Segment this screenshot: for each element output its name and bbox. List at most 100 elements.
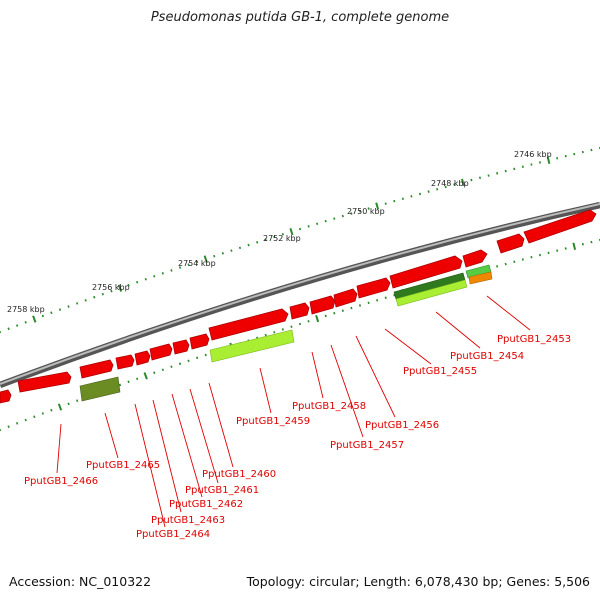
minor-tick <box>384 202 387 205</box>
minor-tick <box>15 422 19 425</box>
cds-feature[interactable] <box>149 343 173 361</box>
major-tick <box>375 202 380 210</box>
cds-feature[interactable] <box>115 354 135 370</box>
accession-text: Accession: NC_010322 <box>9 574 152 589</box>
minor-tick <box>93 295 96 299</box>
minor-tick <box>67 402 70 406</box>
major-tick <box>572 242 577 250</box>
minor-tick <box>470 178 473 182</box>
minor-tick <box>590 240 593 244</box>
minor-tick <box>161 272 164 275</box>
cds-feature[interactable] <box>289 302 310 320</box>
minor-tick <box>221 252 224 255</box>
map-title: Pseudomonas putida GB-1, complete genome <box>150 10 450 25</box>
minor-tick <box>530 163 533 166</box>
minor-tick <box>7 425 10 428</box>
cds-feature[interactable] <box>389 255 463 289</box>
minor-tick <box>290 325 293 329</box>
outer-scale-ticks <box>0 146 600 334</box>
minor-tick <box>504 262 507 266</box>
kbp-label: 2754 kbp <box>178 259 216 268</box>
minor-tick <box>538 253 542 257</box>
minor-tick <box>418 192 422 196</box>
minor-tick <box>487 174 490 177</box>
minor-tick <box>118 383 122 387</box>
gene-label: PputGB1_2464 <box>136 529 210 540</box>
label-leader-lines <box>56 295 531 528</box>
kbp-label: 2756 kbp <box>92 283 130 292</box>
minor-tick <box>281 328 284 331</box>
minor-tick <box>196 260 199 264</box>
cds-feature[interactable] <box>208 308 289 341</box>
cds-feature[interactable] <box>79 359 114 379</box>
minor-tick <box>33 415 36 419</box>
rna-feature[interactable] <box>79 376 121 402</box>
minor-tick <box>358 304 362 307</box>
minor-tick <box>273 235 276 239</box>
minor-tick <box>84 299 87 302</box>
genome-backbone-highlight <box>0 203 600 385</box>
minor-tick <box>384 296 387 300</box>
cds-feature[interactable] <box>172 339 190 355</box>
major-tick <box>546 156 551 164</box>
gene-label: PputGB1_2463 <box>151 515 225 526</box>
minor-tick <box>564 154 567 158</box>
major-tick <box>203 255 208 263</box>
minor-tick <box>127 380 130 384</box>
minor-tick <box>393 293 396 297</box>
gene-label: PputGB1_2455 <box>403 366 477 377</box>
minor-tick <box>58 308 62 311</box>
cds-feature[interactable] <box>0 389 12 404</box>
minor-tick <box>367 301 370 305</box>
minor-tick <box>264 333 267 337</box>
cds-feature[interactable] <box>309 295 336 315</box>
cds-feature[interactable] <box>496 233 525 254</box>
minor-tick <box>67 305 70 308</box>
gene-label: PputGB1_2462 <box>169 499 243 510</box>
minor-tick <box>264 238 267 241</box>
minor-tick <box>504 169 507 173</box>
minor-tick <box>581 150 584 154</box>
minor-tick <box>547 251 550 255</box>
rna-feature[interactable] <box>468 271 493 285</box>
minor-tick <box>144 277 147 281</box>
minor-tick <box>170 365 173 369</box>
cds-feature[interactable] <box>17 371 72 393</box>
minor-tick <box>76 399 79 402</box>
minor-tick <box>453 183 456 186</box>
minor-tick <box>333 217 336 220</box>
rna-feature[interactable] <box>209 329 295 363</box>
cds-feature[interactable] <box>333 288 358 308</box>
genome-summary-text: Topology: circular; Length: 6,078,430 bp… <box>246 574 590 589</box>
cds-feature[interactable] <box>462 249 488 268</box>
minor-tick <box>556 157 559 160</box>
major-tick <box>289 228 294 236</box>
gene-features <box>0 209 597 404</box>
cds-feature[interactable] <box>134 350 151 366</box>
rna-feature[interactable] <box>395 279 468 307</box>
minor-tick <box>247 243 250 247</box>
minor-tick <box>76 302 79 305</box>
minor-tick <box>350 212 353 215</box>
minor-tick <box>538 161 542 164</box>
minor-tick <box>136 280 139 284</box>
gene-label: PputGB1_2466 <box>24 476 98 487</box>
minor-tick <box>41 412 44 415</box>
minor-tick <box>298 322 302 326</box>
minor-tick <box>564 247 567 250</box>
minor-tick <box>178 266 182 269</box>
minor-tick <box>358 209 362 213</box>
cds-feature[interactable] <box>189 333 210 350</box>
minor-tick <box>573 152 576 156</box>
gene-label: PputGB1_2456 <box>365 420 439 431</box>
cds-feature[interactable] <box>523 209 597 244</box>
minor-tick <box>136 377 139 381</box>
kbp-label: 2752 kbp <box>263 234 301 243</box>
minor-tick <box>410 195 413 198</box>
gene-label: PputGB1_2457 <box>330 440 404 451</box>
minor-tick <box>581 242 584 246</box>
cds-feature[interactable] <box>356 277 391 299</box>
major-tick <box>32 315 37 323</box>
gene-label: PputGB1_2460 <box>202 469 276 480</box>
